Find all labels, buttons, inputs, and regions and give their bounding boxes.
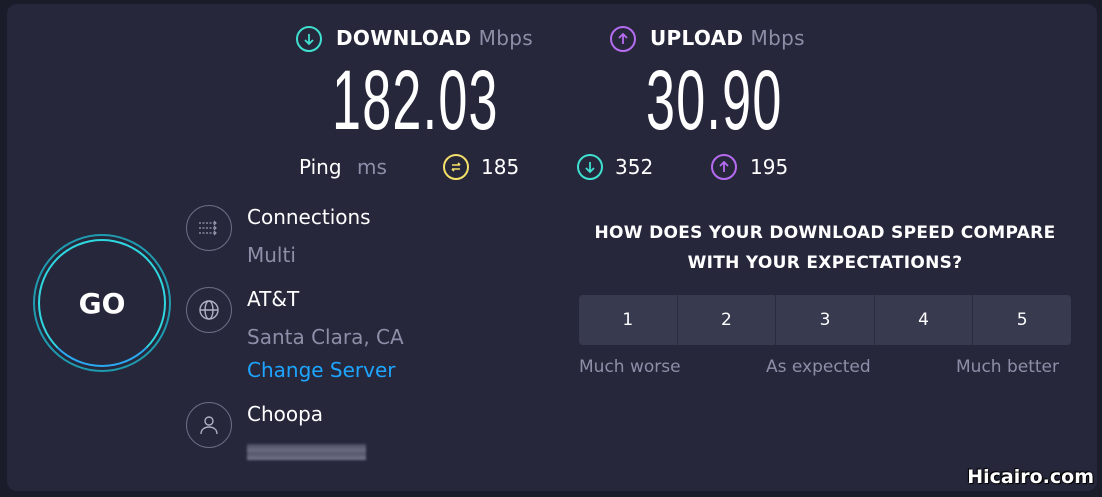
host-name: Choopa	[247, 402, 324, 426]
rating-option-4[interactable]: 4	[875, 295, 974, 345]
scale-high-label: Much better	[956, 357, 1059, 377]
results-panel	[7, 4, 1097, 491]
rating-option-2[interactable]: 2	[678, 295, 777, 345]
download-ping-icon	[577, 154, 603, 180]
survey-question-line2: WITH YOUR EXPECTATIONS?	[687, 253, 963, 273]
download-arrow-icon	[296, 26, 322, 52]
redacted-ip	[247, 444, 366, 460]
connections-icon	[186, 205, 232, 251]
upload-header: UPLOAD Mbps	[650, 26, 805, 50]
rating-scale: 1 2 3 4 5	[579, 295, 1071, 345]
download-label: DOWNLOAD	[336, 26, 472, 50]
idle-ping-value: 185	[481, 155, 520, 179]
rating-option-5[interactable]: 5	[1016, 310, 1028, 330]
rating-option-3[interactable]: 3	[776, 295, 875, 345]
connections-mode: Multi	[247, 243, 296, 267]
download-value: 182.03	[332, 53, 499, 147]
ping-label: Ping	[299, 155, 342, 179]
watermark: Hicairo.com	[967, 466, 1094, 488]
go-button[interactable]: GO	[33, 234, 171, 372]
scale-low-label: Much worse	[579, 357, 681, 377]
survey-question: HOW DOES YOUR DOWNLOAD SPEED COMPARE WIT…	[565, 218, 1085, 278]
scale-mid-label: As expected	[766, 357, 871, 377]
upload-ping-value: 195	[750, 155, 789, 179]
globe-icon	[186, 287, 232, 333]
upload-arrow-icon	[610, 26, 636, 52]
upload-unit: Mbps	[750, 26, 805, 50]
change-server-link[interactable]: Change Server	[247, 358, 396, 382]
survey-question-line1: HOW DOES YOUR DOWNLOAD SPEED COMPARE	[594, 223, 1056, 243]
download-unit: Mbps	[478, 26, 533, 50]
upload-ping-icon	[711, 154, 737, 180]
rating-option-1[interactable]: 1	[579, 295, 678, 345]
user-icon	[186, 402, 232, 448]
connections-label: Connections	[247, 205, 371, 229]
download-header: DOWNLOAD Mbps	[336, 26, 533, 50]
idle-ping-icon	[443, 154, 469, 180]
server-location: Santa Clara, CA	[247, 325, 404, 349]
upload-value: 30.90	[646, 53, 783, 147]
ping-unit: ms	[357, 155, 387, 179]
upload-label: UPLOAD	[650, 26, 744, 50]
download-ping-value: 352	[615, 155, 654, 179]
server-provider: AT&T	[247, 287, 300, 311]
